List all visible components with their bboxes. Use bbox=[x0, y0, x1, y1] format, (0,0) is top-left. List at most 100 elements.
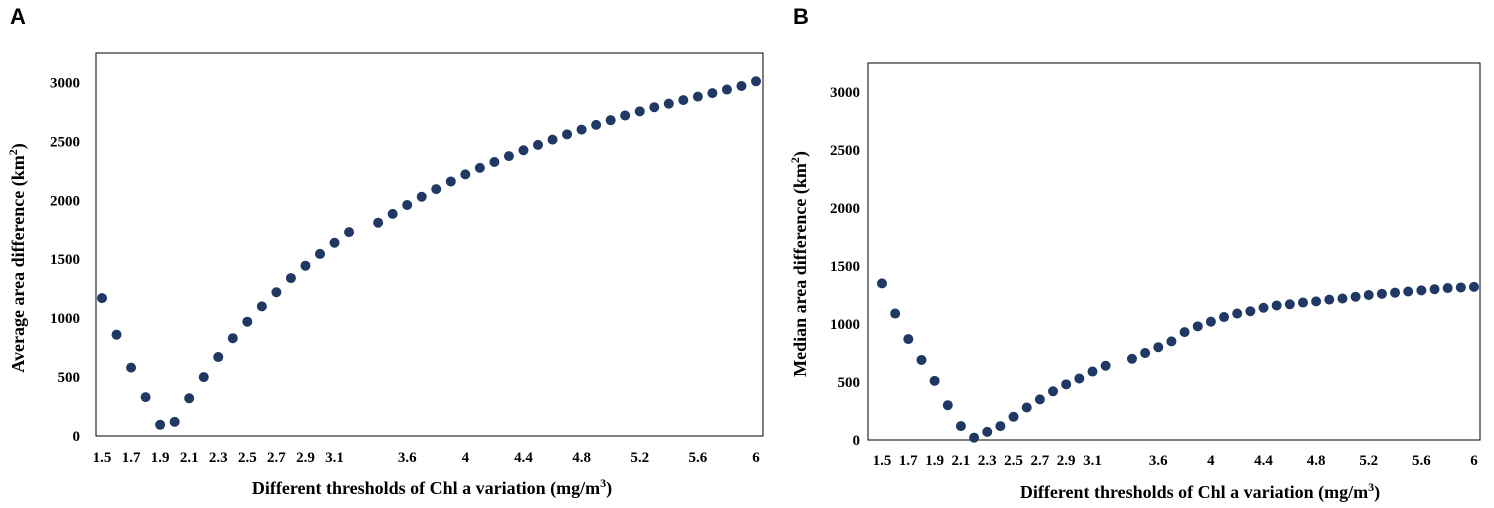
panel-b-x-tick-label: 6 bbox=[1470, 453, 1478, 469]
panel-a-x-axis-title: Different thresholds of Chl a variation … bbox=[252, 476, 612, 499]
panel-b-data-point bbox=[1048, 386, 1059, 397]
panel-b-x-tick-label: 1.7 bbox=[899, 453, 918, 469]
panel-b-y-axis-title: Median area difference (km2) bbox=[788, 151, 811, 377]
panel-a-y-tick-label: 1000 bbox=[50, 311, 80, 327]
panel-a-y-tick-label: 2000 bbox=[50, 193, 80, 209]
panel-b-data-point bbox=[1008, 411, 1019, 422]
panel-b-data-point bbox=[877, 278, 887, 289]
panel-b-plot-frame bbox=[867, 62, 1481, 441]
panel-b-y-tick-label: 500 bbox=[838, 375, 861, 391]
panel-a-x-tick-label: 4 bbox=[462, 450, 470, 466]
panel-a-y-tick-label: 500 bbox=[58, 370, 81, 386]
panel-a-data-point bbox=[300, 260, 311, 271]
panel-b-data-point bbox=[1429, 284, 1440, 295]
panel-a-data-point bbox=[751, 76, 761, 87]
panel-b-data-point bbox=[1100, 360, 1111, 371]
panel-a-data-point bbox=[649, 102, 660, 113]
panel-a-x-tick-label: 3.1 bbox=[325, 450, 344, 466]
panel-b-x-tick-label: 3.1 bbox=[1083, 453, 1102, 469]
panel-b-data-point bbox=[1140, 348, 1151, 358]
panel-a-data-point bbox=[576, 124, 587, 135]
panel-a-data-point bbox=[518, 145, 529, 156]
panel-b-data-point bbox=[1021, 402, 1032, 413]
panel-a-data-point bbox=[227, 333, 238, 344]
panel-a-y-tick-label: 0 bbox=[73, 429, 81, 445]
panel-b-data-point bbox=[942, 400, 953, 411]
panel-b-y-tick-label: 1000 bbox=[830, 317, 860, 333]
panel-b-data-point bbox=[916, 354, 927, 365]
panel-a-x-tick-label: 1.9 bbox=[151, 450, 170, 466]
panel-b-data-point bbox=[1087, 366, 1098, 377]
panel-a-y-tick-label: 1500 bbox=[50, 252, 80, 268]
panel-a-data-point bbox=[285, 273, 296, 284]
panel-a-x-tick-label: 5.2 bbox=[630, 450, 649, 466]
panel-b-x-ticks: 1.5 1.7 1.9 2.1 2.3 2.5 2.7 2.9 3.1 3.6 4 4.4 4.8 5.2… bbox=[873, 453, 1479, 469]
panel-a-plot-frame bbox=[95, 52, 764, 437]
panel-a-data-point bbox=[373, 217, 384, 228]
panel-a-x-tick-label: 4.4 bbox=[514, 450, 533, 466]
panel-b-data-point bbox=[1258, 302, 1269, 313]
panel-a-x-tick-label: 2.9 bbox=[296, 450, 315, 466]
panel-b-data-point bbox=[1232, 308, 1243, 319]
panel-b-x-tick-label: 2.1 bbox=[952, 453, 971, 469]
panel-b-x-tick-label: 1.5 bbox=[873, 453, 892, 469]
panel-b-data-point bbox=[1455, 282, 1466, 293]
panel-b-x-tick-label: 4 bbox=[1207, 453, 1215, 469]
panel-b-data-point bbox=[969, 432, 980, 443]
panel-b-data-point bbox=[1205, 316, 1216, 327]
panel-a-data-point bbox=[140, 392, 151, 403]
panel-b-x-tick-label: 5.6 bbox=[1412, 453, 1431, 469]
panel-a-x-tick-label: 1.7 bbox=[122, 450, 141, 466]
panel-a-data-point bbox=[155, 419, 166, 430]
panel-a-data-point bbox=[460, 169, 471, 180]
panel-b-data-point bbox=[1416, 285, 1427, 296]
panel-a-data-point bbox=[242, 316, 253, 327]
panel-b-data-point bbox=[1297, 297, 1308, 308]
panel-a-data-point bbox=[663, 98, 674, 109]
panel-a-data-point bbox=[126, 362, 137, 373]
panel-b-x-axis-title: Different thresholds of Chl a variation … bbox=[1020, 480, 1380, 503]
panel-a-data-point bbox=[402, 200, 413, 211]
panel-b-data-point bbox=[1126, 353, 1137, 364]
panel-a-data-point bbox=[692, 91, 703, 102]
panel-b-x-tick-label: 3.6 bbox=[1149, 453, 1168, 469]
panel-a-y-axis-title: Average area difference (km2) bbox=[6, 143, 29, 372]
panel-b-data-point bbox=[1271, 300, 1282, 311]
panel-b-y-tick-label: 2500 bbox=[830, 143, 860, 159]
panel-a-x-tick-label: 2.3 bbox=[209, 450, 228, 466]
panel-a-data-point bbox=[533, 139, 543, 150]
panel-b-data-point bbox=[1350, 291, 1361, 302]
panel-b-points bbox=[877, 278, 1479, 443]
panel-b-x-tick-label: 1.9 bbox=[925, 453, 944, 469]
panel-a-y-tick-label: 3000 bbox=[50, 75, 80, 91]
panel-a-x-tick-label: 2.7 bbox=[267, 450, 286, 466]
panel-a-x-tick-label: 6 bbox=[752, 450, 760, 466]
panel-a-points bbox=[97, 76, 761, 430]
panel-a-data-point bbox=[591, 119, 602, 130]
panel-b-x-tick-label: 5.2 bbox=[1359, 453, 1378, 469]
panel-b-data-point bbox=[1034, 394, 1045, 405]
panel-a-data-point bbox=[387, 208, 398, 219]
panel-a-data-point bbox=[97, 293, 107, 304]
panel-a-data-point bbox=[634, 106, 645, 117]
panel-b-data-point bbox=[929, 375, 940, 386]
panel-b: B 0 500 1000 1500 2000 2500 3000 1.5 1.7 1.9 2.1 2… bbox=[788, 4, 1481, 503]
panel-a: A 0 500 1000 1500 2000 2500 3000 1.5 1.7 1.9 2.1 2… bbox=[6, 4, 764, 499]
panel-a-data-point bbox=[329, 237, 340, 248]
panel-b-y-tick-label: 3000 bbox=[830, 85, 860, 101]
panel-b-letter: B bbox=[793, 4, 809, 29]
panel-b-x-tick-label: 4.8 bbox=[1307, 453, 1326, 469]
panel-b-data-point bbox=[1074, 373, 1085, 384]
panel-a-data-point bbox=[184, 393, 195, 404]
panel-a-x-tick-label: 3.6 bbox=[398, 450, 417, 466]
panel-b-x-tick-label: 2.3 bbox=[978, 453, 997, 469]
panel-a-x-tick-label: 4.8 bbox=[572, 450, 591, 466]
panel-a-data-point bbox=[111, 329, 122, 340]
panel-a-data-point bbox=[198, 372, 209, 383]
panel-b-data-point bbox=[1403, 286, 1414, 297]
panel-a-data-point bbox=[344, 227, 355, 238]
panel-b-data-point bbox=[1153, 342, 1164, 353]
panel-a-data-point bbox=[562, 129, 573, 140]
panel-a-data-point bbox=[503, 151, 514, 162]
panel-a-data-point bbox=[169, 416, 180, 427]
